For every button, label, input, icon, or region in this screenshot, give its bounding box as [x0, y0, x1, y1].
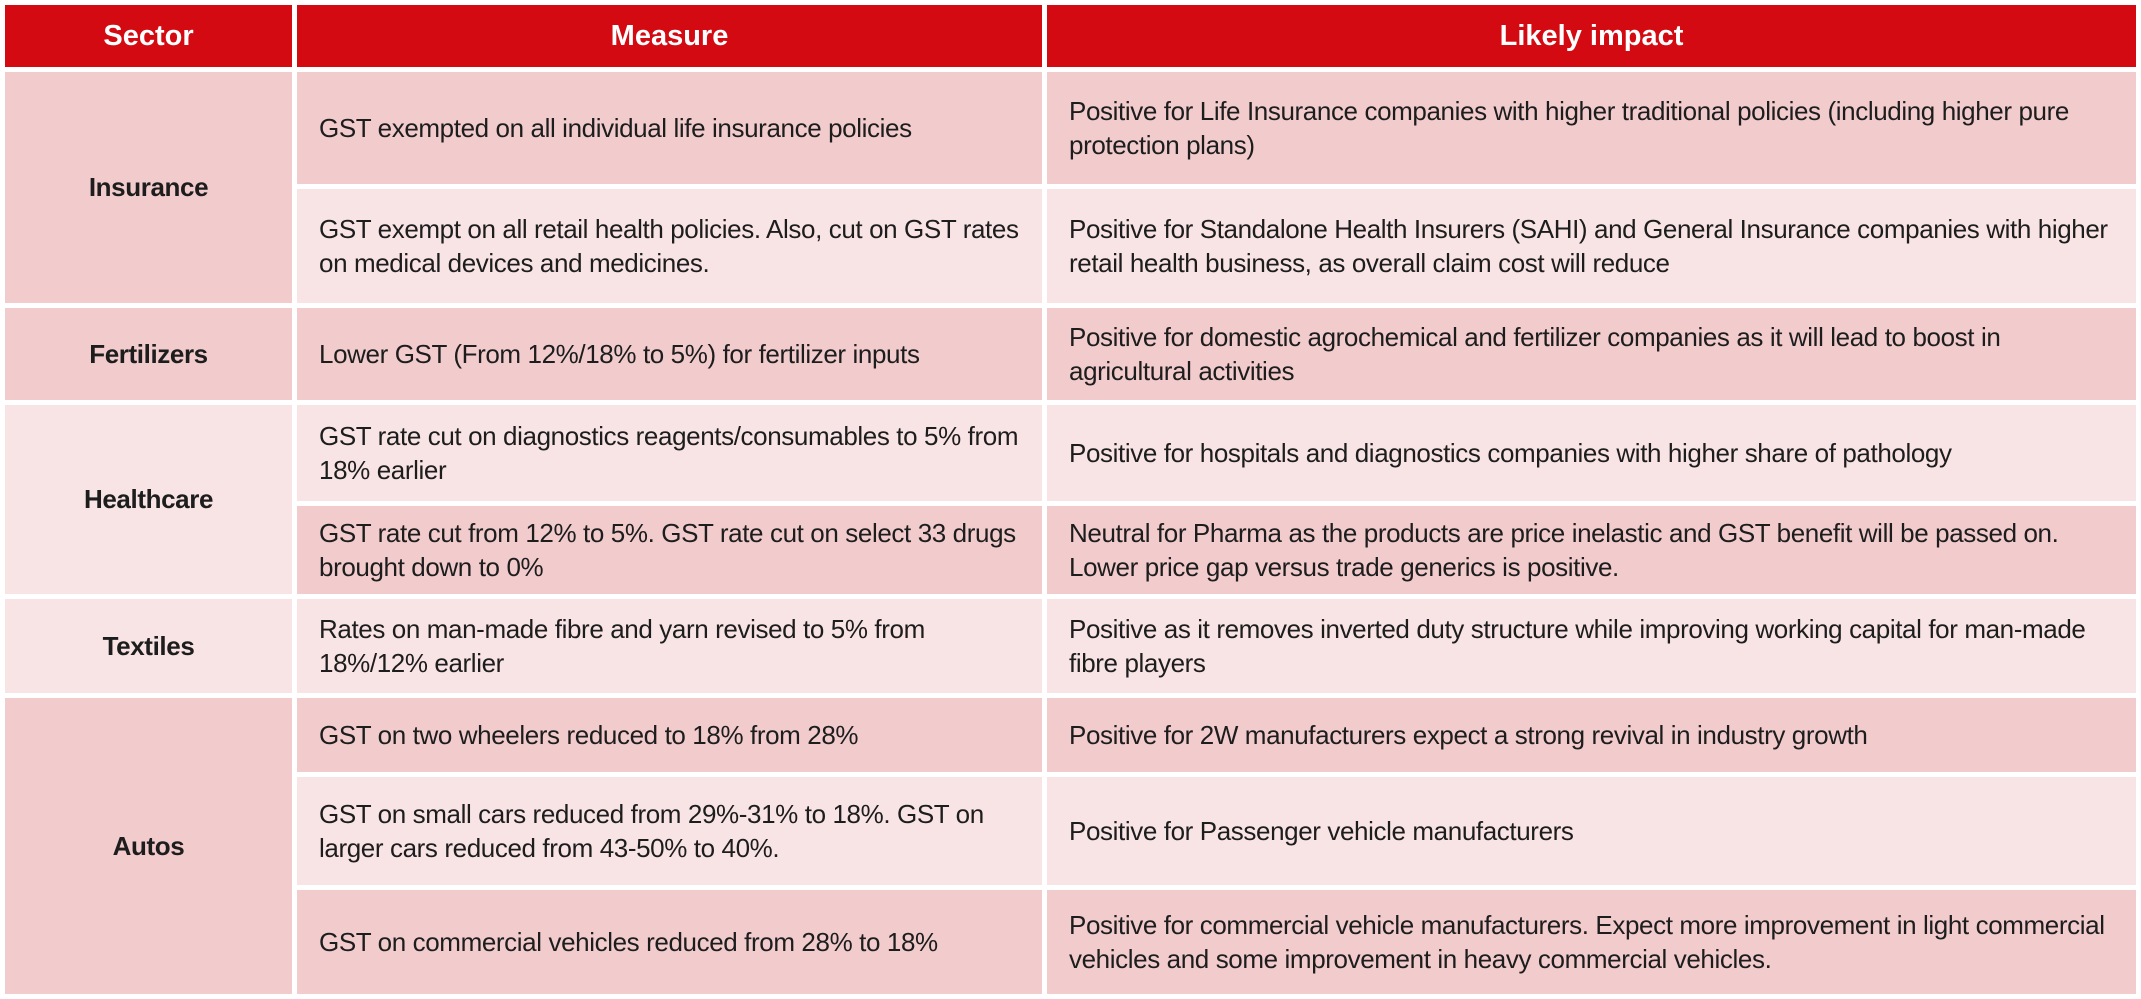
measure-cell: GST rate cut on diagnostics reagents/con… — [297, 405, 1042, 501]
measure-cell: GST rate cut from 12% to 5%. GST rate cu… — [297, 506, 1042, 594]
impact-cell: Positive as it removes inverted duty str… — [1047, 599, 2136, 693]
sector-cell: Insurance — [5, 72, 292, 303]
table-row: Autos GST on two wheelers reduced to 18% … — [5, 698, 2136, 994]
table-header-row: Sector Measure Likely impact — [5, 5, 2136, 67]
measure-cell: GST on two wheelers reduced to 18% from … — [297, 698, 1042, 772]
impact-cell: Positive for Life Insurance companies wi… — [1047, 72, 2136, 184]
table-row: GST on small cars reduced from 29%-31% t… — [5, 777, 2136, 885]
measure-cell: GST exempt on all retail health policies… — [297, 189, 1042, 303]
sector-cell: Healthcare — [5, 405, 292, 594]
sector-cell: Textiles — [5, 599, 292, 693]
measure-cell: Lower GST (From 12%/18% to 5%) for ferti… — [297, 308, 1042, 400]
table-body: Insurance GST exempted on all individual … — [5, 72, 2136, 994]
impact-cell: Positive for commercial vehicle manufact… — [1047, 890, 2136, 994]
measure-cell: Rates on man-made fibre and yarn revised… — [297, 599, 1042, 693]
table-row: GST on commercial vehicles reduced from … — [5, 890, 2136, 994]
impact-cell: Positive for hospitals and diagnostics c… — [1047, 405, 2136, 501]
impact-cell: Positive for domestic agrochemical and f… — [1047, 308, 2136, 400]
table-row: Textiles Rates on man-made fibre and yarn… — [5, 599, 2136, 693]
sector-cell: Autos — [5, 698, 292, 994]
measure-cell: GST on small cars reduced from 29%-31% t… — [297, 777, 1042, 885]
table-row: GST rate cut from 12% to 5%. GST rate cu… — [5, 506, 2136, 594]
measure-cell: GST on commercial vehicles reduced from … — [297, 890, 1042, 994]
measure-cell: GST exempted on all individual life insu… — [297, 72, 1042, 184]
table-row: GST exempt on all retail health policies… — [5, 189, 2136, 303]
table-row: Insurance GST exempted on all individual … — [5, 72, 2136, 303]
col-header-likely-impact: Likely impact — [1047, 5, 2136, 67]
col-header-measure: Measure — [297, 5, 1042, 67]
impact-cell: Positive for Passenger vehicle manufactu… — [1047, 777, 2136, 885]
impact-cell: Positive for 2W manufacturers expect a s… — [1047, 698, 2136, 772]
impact-cell: Neutral for Pharma as the products are p… — [1047, 506, 2136, 594]
impact-cell: Positive for Standalone Health Insurers … — [1047, 189, 2136, 303]
table-row: Fertilizers Lower GST (From 12%/18% to 5%… — [5, 308, 2136, 400]
table-row: Healthcare GST rate cut on diagnostics re… — [5, 405, 2136, 594]
sector-cell: Fertilizers — [5, 308, 292, 400]
col-header-sector: Sector — [5, 5, 292, 67]
